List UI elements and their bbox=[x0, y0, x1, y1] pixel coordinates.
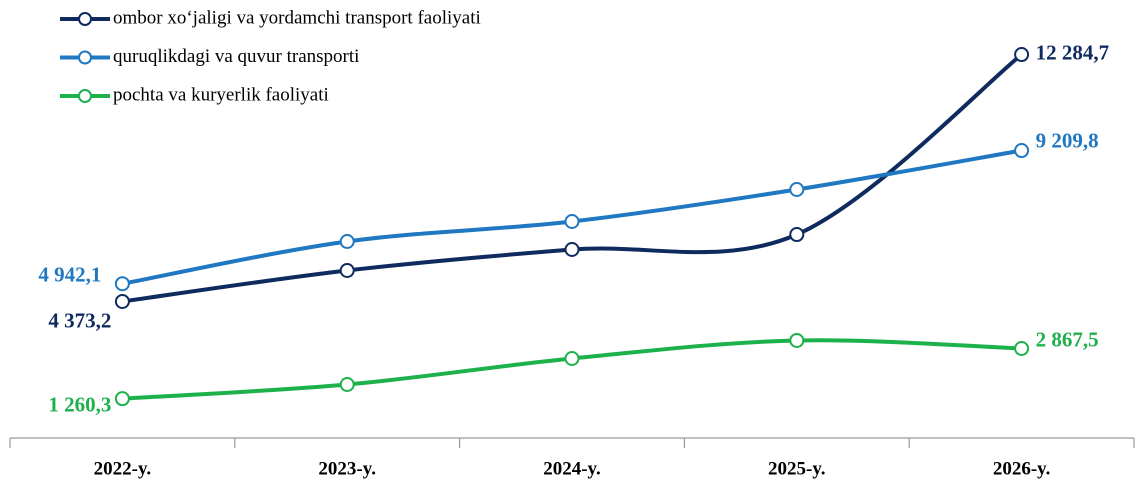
point-marker bbox=[789, 182, 805, 198]
point-marker bbox=[1014, 143, 1030, 159]
point-marker bbox=[564, 241, 580, 257]
data-label: 9 209,8 bbox=[1036, 128, 1099, 152]
data-label: 12 284,7 bbox=[1036, 40, 1110, 64]
point-marker bbox=[789, 227, 805, 243]
series-line bbox=[122, 338, 1022, 401]
point-marker bbox=[1014, 47, 1030, 63]
legend-marker bbox=[78, 50, 92, 65]
point-marker bbox=[564, 350, 580, 366]
x-tick-label: 2025-y. bbox=[768, 458, 826, 479]
legend-label: ombor xo‘jaligi va yordamchi transport f… bbox=[113, 7, 481, 28]
point-marker bbox=[789, 332, 805, 348]
point-marker bbox=[1014, 340, 1030, 356]
point-marker bbox=[564, 213, 580, 229]
point-marker bbox=[339, 234, 355, 250]
point-marker bbox=[339, 263, 355, 279]
point-marker bbox=[114, 293, 130, 309]
data-label: 4 942,1 bbox=[38, 263, 101, 287]
data-label: 1 260,3 bbox=[48, 392, 111, 416]
data-label: 2 867,5 bbox=[1036, 327, 1099, 351]
x-tick-label: 2026-y. bbox=[993, 458, 1051, 479]
point-marker bbox=[114, 391, 130, 407]
legend-label: quruqlikdagi va quvur transporti bbox=[113, 46, 359, 67]
x-tick-label: 2024-y. bbox=[543, 458, 601, 479]
legend-marker bbox=[78, 89, 92, 103]
data-label: 4 373,2 bbox=[48, 308, 111, 332]
legend-marker bbox=[78, 12, 92, 26]
point-marker bbox=[339, 376, 355, 392]
point-marker bbox=[114, 276, 130, 292]
legend-label: pochta va kuryerlik faoliyati bbox=[113, 84, 329, 105]
x-tick-label: 2022-y. bbox=[94, 458, 152, 479]
x-tick-label: 2023-y. bbox=[318, 458, 376, 479]
